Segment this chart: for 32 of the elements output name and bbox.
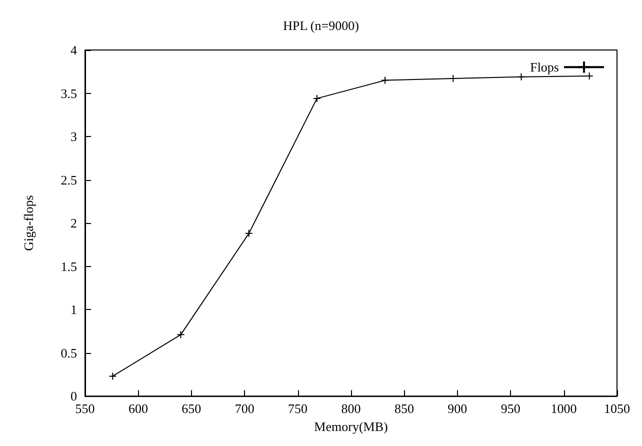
y-axis-title: Giga-flops [21,195,36,251]
point [585,72,594,80]
y-tick-label: 3.5 [60,86,77,101]
x-tick-label: 950 [500,401,520,416]
y-tick-label: 2.5 [60,172,77,188]
x-tick-label: 600 [128,401,148,416]
y-tick-label: 4 [70,42,78,58]
y-tick-label: 0 [70,388,77,404]
y-tick-label: 0.5 [60,345,77,360]
point [449,74,458,83]
y-tick-label: 1 [70,302,77,318]
point [381,76,390,84]
x-tick-label: 700 [234,401,254,416]
point [176,330,185,339]
x-tick-label: 850 [394,401,414,416]
point [108,372,117,380]
x-tick-label: 1050 [604,401,630,416]
y-tick-label: 3 [70,129,77,144]
y-tick-label: 1.5 [60,258,77,274]
point [244,229,253,238]
chart-title: HPL (n=9000) [283,18,359,33]
legend-label: Flops [530,60,559,75]
y-tick-label: 2 [70,216,77,231]
x-tick-label: 550 [75,401,95,416]
x-tick-label: 750 [288,401,308,416]
x-tick-label: 650 [182,401,202,416]
x-tick-label: 800 [341,401,361,416]
point [312,94,321,102]
x-tick-label: 900 [448,401,468,416]
x-tick-label: 1000 [550,401,577,416]
x-axis-title: Memory(MB) [314,419,388,434]
point [517,72,526,81]
